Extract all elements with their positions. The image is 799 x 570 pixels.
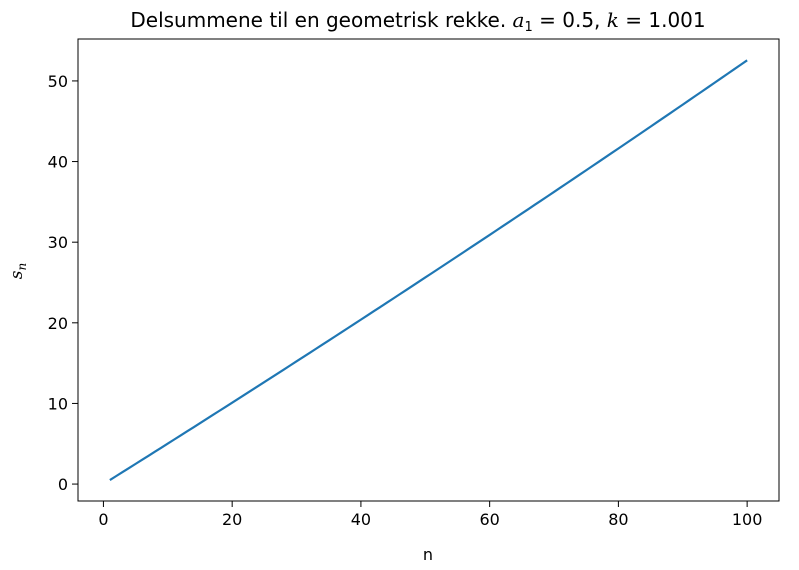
x-tick-label: 0: [98, 510, 108, 529]
title-a-value: = 0.5,: [533, 8, 607, 32]
y-tick-label: 0: [58, 475, 68, 494]
y-axis: 0 10 20 30 40 50: [48, 72, 78, 494]
series-line: [109, 59, 748, 481]
x-axis-label: n: [423, 545, 433, 564]
chart-title: Delsummene til en geometrisk rekke. a1 =…: [130, 8, 705, 35]
title-a-subscript: 1: [524, 20, 532, 35]
y-tick-label: 50: [48, 72, 68, 91]
title-prefix: Delsummene til en geometrisk rekke.: [130, 8, 512, 32]
y-axis-label-symbol: s: [7, 270, 27, 279]
x-axis: 0 20 40 60 80 100: [98, 501, 762, 529]
x-tick-label: 80: [608, 510, 628, 529]
y-tick-label: 20: [48, 314, 68, 333]
x-tick-label: 20: [222, 510, 242, 529]
x-tick-label: 60: [479, 510, 499, 529]
plot-area: [77, 38, 780, 502]
y-axis-label: sn: [7, 263, 29, 279]
title-k-symbol: k: [607, 8, 619, 32]
x-tick-label: 100: [732, 510, 763, 529]
y-tick-label: 40: [48, 153, 68, 172]
y-tick-label: 10: [48, 394, 68, 413]
y-tick-label: 30: [48, 233, 68, 252]
x-tick-label: 40: [351, 510, 371, 529]
title-a-symbol: a: [513, 8, 525, 32]
y-axis-label-subscript: n: [15, 263, 29, 271]
title-k-value: = 1.001: [619, 8, 706, 32]
series-layer: [109, 59, 748, 481]
